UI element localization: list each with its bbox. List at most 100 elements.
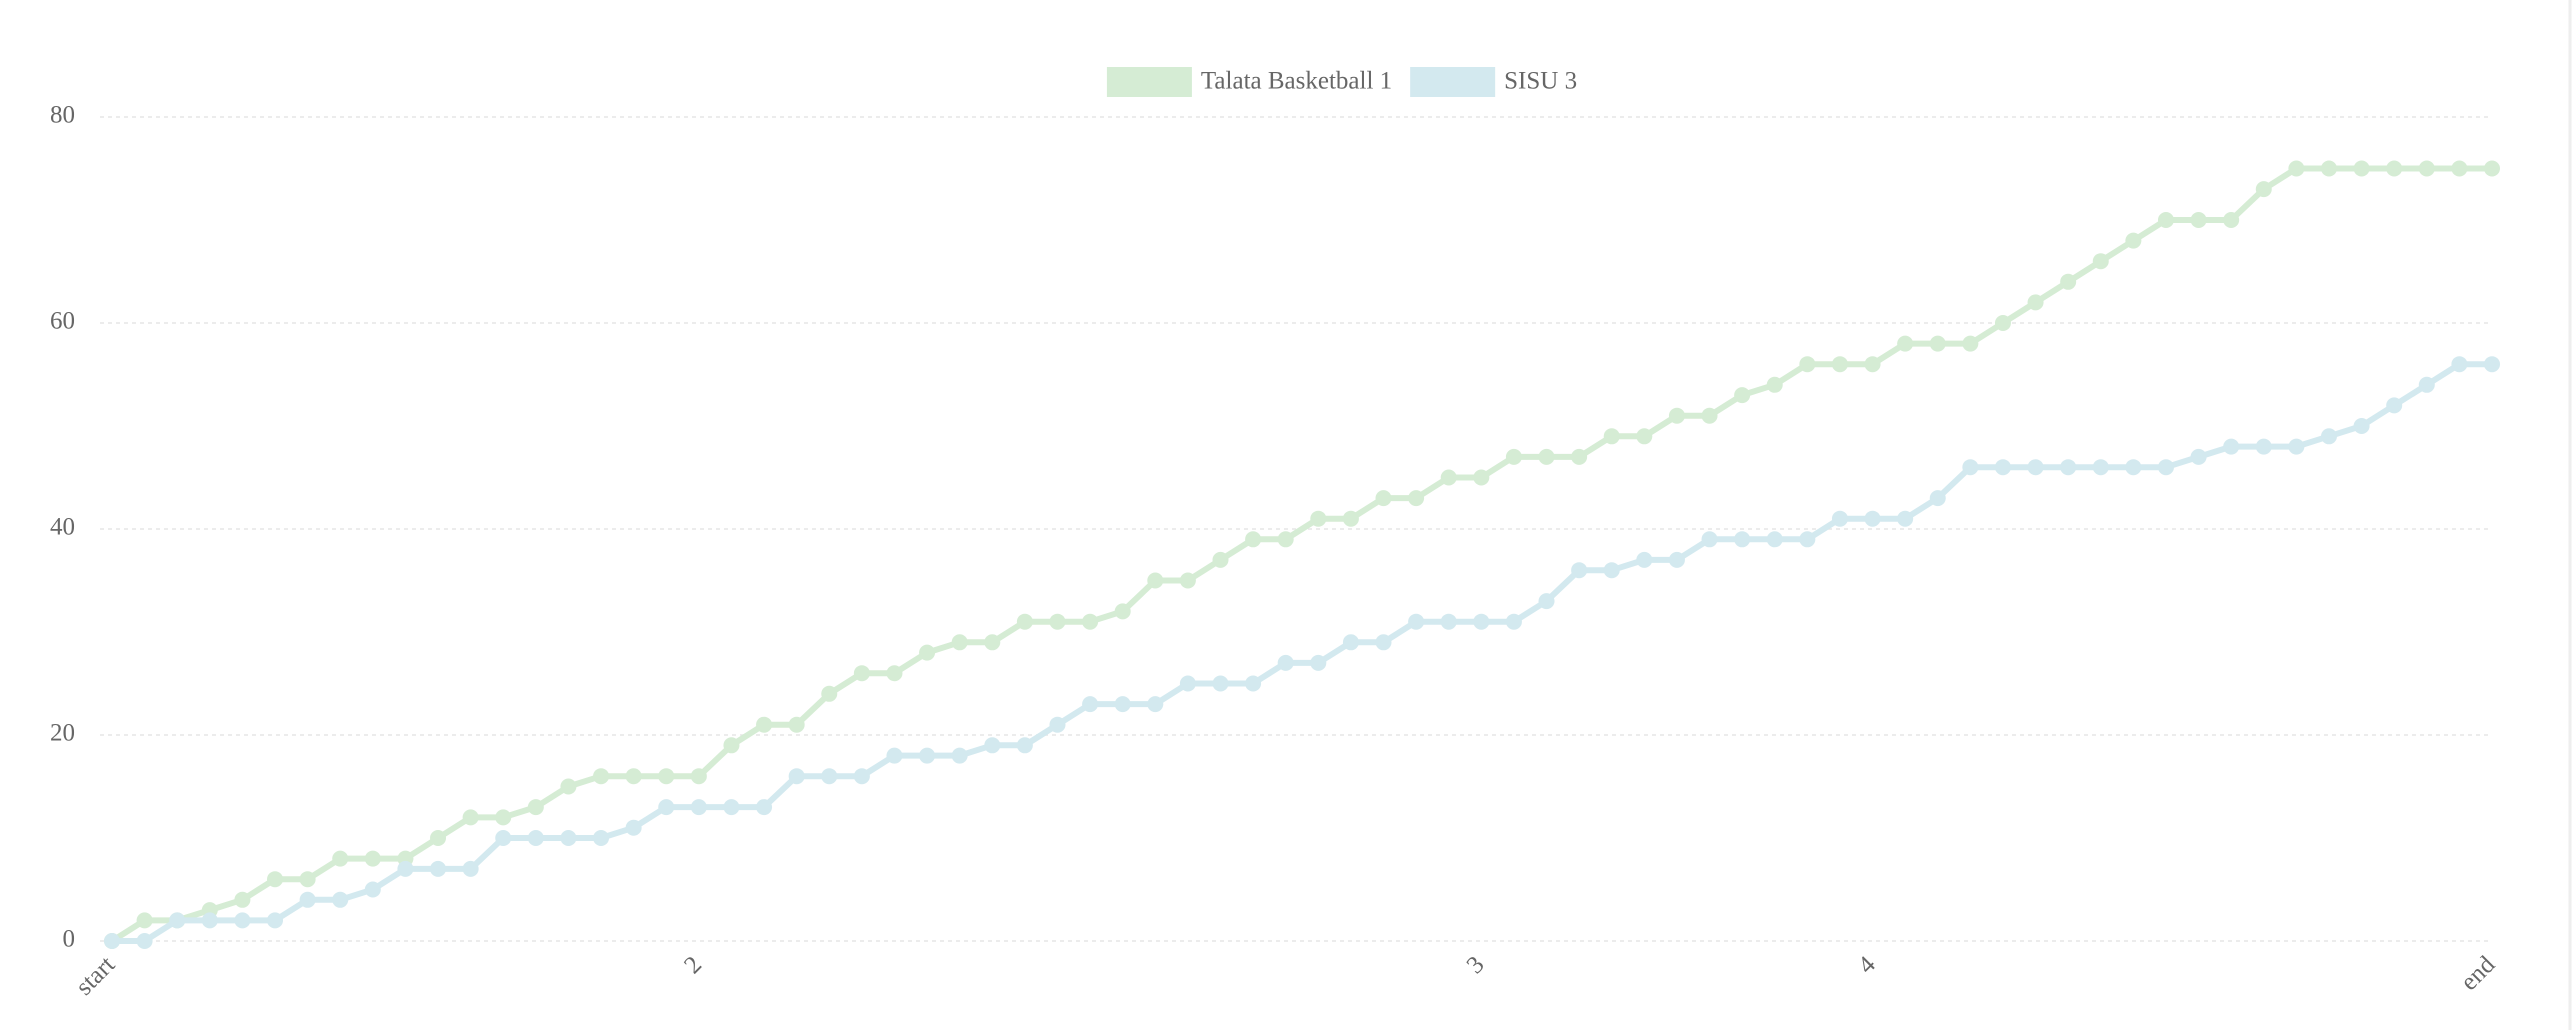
point [1049,613,1066,630]
point [723,737,740,754]
point [2060,459,2077,476]
point [332,850,349,867]
point [2255,438,2272,455]
point [1766,376,1783,393]
point [2092,459,2109,476]
point [2125,459,2142,476]
point [2060,273,2077,290]
point [430,860,447,877]
point [1375,490,1392,507]
x-tick-label: start [71,951,121,1001]
point [1799,531,1816,548]
point [1897,510,1914,527]
point [234,891,251,908]
point [625,819,642,836]
point [1082,696,1099,713]
point [1473,469,1490,486]
point [2223,212,2240,228]
point [1114,696,1131,713]
point [2353,418,2370,434]
point [2451,356,2468,373]
point [2190,448,2207,465]
point [364,881,381,898]
point [756,716,773,733]
point [2418,160,2435,177]
legend: Talata Basketball 1 SISU 3 [1106,67,1577,97]
point [267,912,284,929]
point [1734,531,1751,548]
x-tick-label: end [2456,951,2501,996]
point [1179,572,1196,589]
point [658,799,675,816]
point [2386,160,2403,177]
point [1538,448,1555,465]
point [1016,737,1033,754]
point [1603,428,1620,445]
point [1147,572,1164,589]
point [1016,613,1033,630]
point [1342,634,1359,651]
point [2157,212,2174,228]
point [1897,335,1914,352]
point [853,665,870,682]
point [2190,212,2207,228]
point [2288,438,2305,455]
point [1473,613,1490,630]
y-tick-label: 80 [50,102,75,129]
point [495,809,512,826]
point [788,768,805,785]
y-tick-label: 40 [50,514,75,541]
point [1766,531,1783,548]
x-tick-label: 4 [1853,951,1881,979]
point [1310,654,1327,671]
point [1147,696,1164,713]
point [2157,459,2174,476]
point [821,685,838,702]
point [1114,603,1131,620]
x-tick-label: 2 [679,951,707,979]
point [1831,356,1848,373]
point [1864,356,1881,373]
y-tick-label: 0 [63,926,76,953]
point [1701,531,1718,548]
point [1408,613,1425,630]
point [1505,613,1522,630]
point [625,768,642,785]
point [2451,160,2468,177]
point [1603,562,1620,579]
point [1082,613,1099,630]
point [1212,675,1229,692]
point [1571,448,1588,465]
point [462,860,479,877]
point [1929,490,1946,507]
point [364,850,381,867]
point [1049,716,1066,733]
point [1636,551,1653,568]
point [1571,562,1588,579]
point [1994,459,2011,476]
point [136,912,153,929]
point [1310,510,1327,527]
point [1734,387,1751,404]
legend-item: SISU 3 [1410,67,1577,97]
point [1636,428,1653,445]
point [2484,356,2500,373]
point [299,891,316,908]
point [1929,335,1946,352]
point [527,830,544,846]
point [1342,510,1359,527]
y-tick-label: 60 [50,308,75,335]
point [136,933,153,949]
point [1668,551,1685,568]
point [593,830,610,846]
point [1962,459,1979,476]
series-line [112,361,2492,944]
point [1538,593,1555,610]
point [397,860,414,877]
legend-label: SISU 3 [1504,68,1577,95]
legend-swatch [1410,67,1496,97]
point [2125,232,2142,249]
point [821,768,838,785]
point [560,778,577,795]
